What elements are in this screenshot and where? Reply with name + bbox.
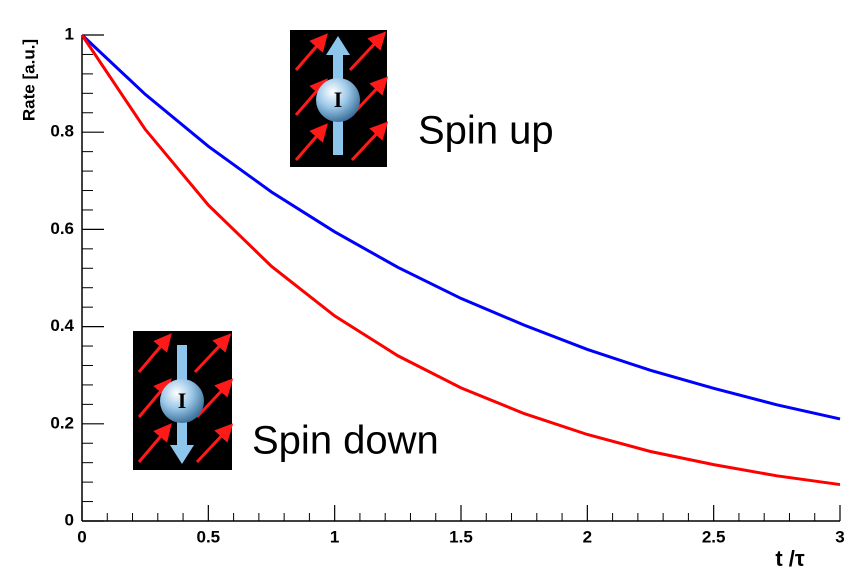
y-tick-label: 0.8 [50,122,74,141]
x-tick-label: 0.5 [197,527,221,546]
series-annotation: Spin up [418,109,554,153]
y-tick-label: 1 [65,24,74,43]
y-tick-label: 0.2 [50,413,74,432]
x-axis-label: t /τ [775,546,805,571]
y-tick-label: 0.4 [50,316,74,335]
y-axis-label: Rate [a.u.] [19,39,38,121]
x-tick-label: 1.5 [449,527,473,546]
y-tick-label: 0 [65,510,74,529]
spin-down-icon: I [133,331,234,470]
x-tick-label: 2.5 [702,527,726,546]
series-line [80,33,841,421]
icon-label: I [334,87,343,112]
y-tick-label: 0.6 [50,219,74,238]
x-tick-label: 2 [583,527,592,546]
spin-up-icon: I [290,30,389,167]
series-annotation: Spin down [252,419,439,463]
icon-label: I [178,388,187,413]
x-tick-label: 1 [330,527,339,546]
series-line [80,34,841,487]
x-tick-label: 3 [835,527,844,546]
x-tick-label: 0 [77,527,86,546]
